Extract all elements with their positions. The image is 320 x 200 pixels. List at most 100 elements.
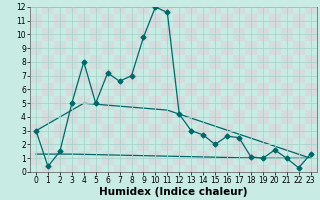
Bar [138,83,149,96]
Bar [197,96,209,110]
Bar [102,124,114,138]
Bar [245,96,257,110]
Bar [197,69,209,83]
Bar [209,138,221,151]
Bar [125,69,138,83]
Bar [245,41,257,55]
Bar [78,151,90,165]
Bar [233,165,245,179]
Bar [161,55,173,69]
Bar [161,138,173,151]
Bar [305,110,316,124]
Bar [269,124,281,138]
Bar [30,41,42,55]
Bar [185,28,197,41]
Bar [114,55,125,69]
Bar [149,124,161,138]
Bar [161,83,173,96]
Bar [66,83,78,96]
Bar [209,165,221,179]
Bar [42,138,54,151]
Bar [185,138,197,151]
Bar [138,28,149,41]
Bar [54,69,66,83]
Bar [90,165,102,179]
Bar [305,28,316,41]
Bar [161,28,173,41]
Bar [293,96,305,110]
Bar [161,0,173,14]
Bar [281,110,293,124]
Bar [245,14,257,28]
Bar [78,41,90,55]
Bar [125,124,138,138]
Bar [30,151,42,165]
Bar [257,28,269,41]
Bar [78,124,90,138]
Bar [305,0,316,14]
Bar [42,0,54,14]
Bar [114,83,125,96]
Bar [185,165,197,179]
Bar [125,41,138,55]
Bar [293,69,305,83]
Bar [305,138,316,151]
Bar [245,124,257,138]
Bar [138,0,149,14]
Bar [257,110,269,124]
Bar [257,138,269,151]
Bar [42,110,54,124]
Bar [66,110,78,124]
Bar [30,69,42,83]
Bar [221,96,233,110]
Bar [305,55,316,69]
Bar [66,138,78,151]
Bar [42,55,54,69]
Bar [305,165,316,179]
Bar [66,165,78,179]
Bar [90,138,102,151]
Bar [209,0,221,14]
Bar [173,151,185,165]
Bar [233,138,245,151]
Bar [281,165,293,179]
Bar [185,110,197,124]
Bar [30,124,42,138]
Bar [221,124,233,138]
Bar [281,0,293,14]
Bar [149,41,161,55]
Bar [245,69,257,83]
Bar [54,124,66,138]
Bar [257,165,269,179]
Bar [114,0,125,14]
Bar [221,14,233,28]
Bar [197,124,209,138]
Bar [54,96,66,110]
Bar [138,138,149,151]
Bar [269,14,281,28]
Bar [197,41,209,55]
Bar [221,151,233,165]
Bar [161,165,173,179]
Bar [281,28,293,41]
Bar [66,28,78,41]
Bar [221,41,233,55]
Bar [114,28,125,41]
Bar [54,151,66,165]
Bar [197,151,209,165]
Bar [233,83,245,96]
Bar [114,138,125,151]
Bar [305,83,316,96]
Bar [281,83,293,96]
Bar [90,0,102,14]
Bar [233,110,245,124]
Bar [114,110,125,124]
Bar [42,83,54,96]
Bar [233,55,245,69]
Bar [209,110,221,124]
Bar [269,151,281,165]
Bar [281,55,293,69]
X-axis label: Humidex (Indice chaleur): Humidex (Indice chaleur) [99,187,248,197]
Bar [269,96,281,110]
Bar [102,151,114,165]
